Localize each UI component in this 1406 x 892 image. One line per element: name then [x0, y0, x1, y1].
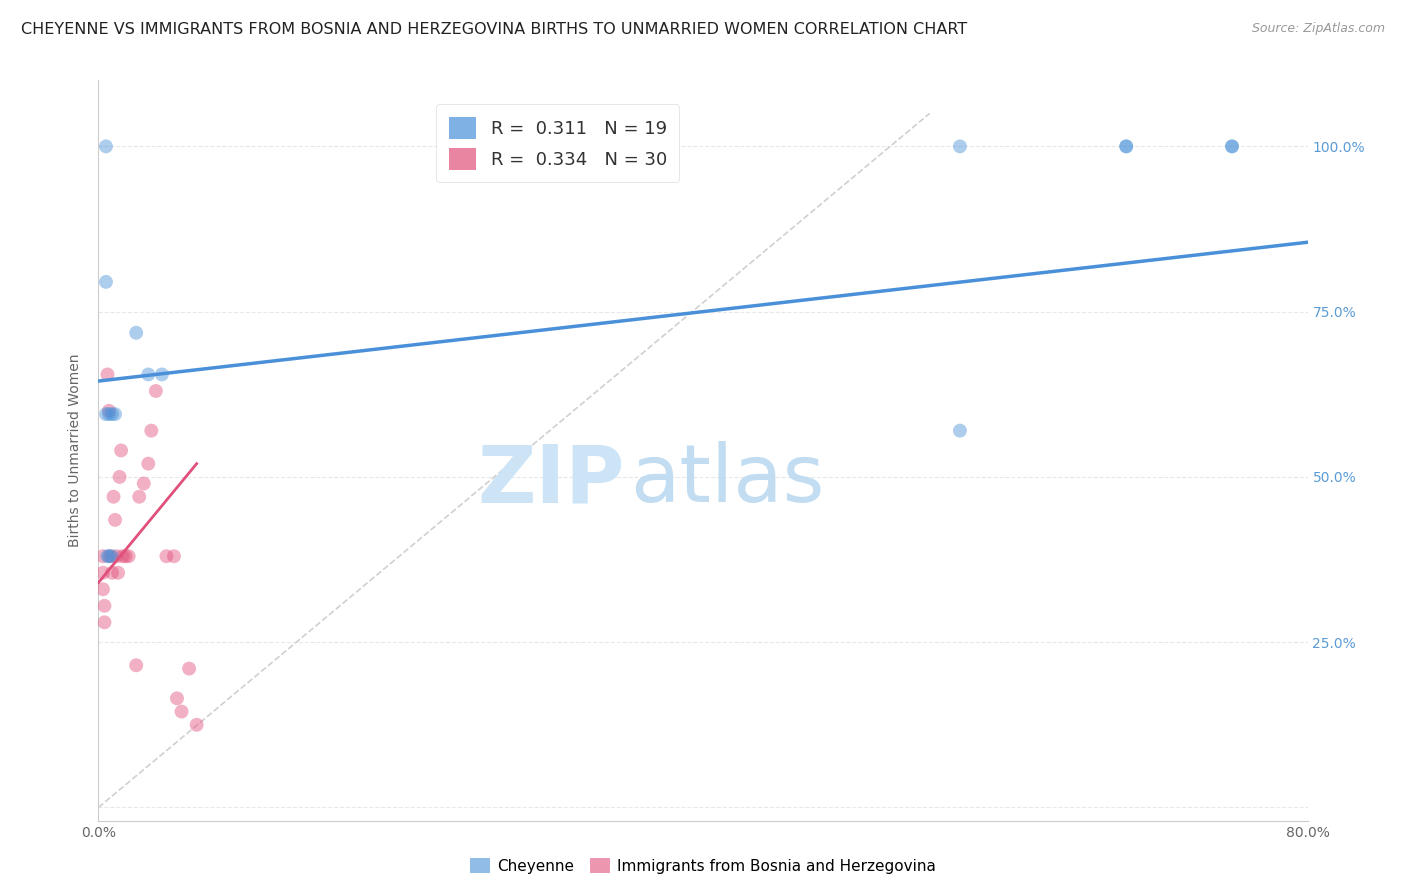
Point [145, 384, 167, 398]
Point [98, 407, 121, 421]
Point [114, 549, 136, 564]
Point [100, 549, 122, 564]
Point [96, 368, 118, 382]
Point [94, 139, 117, 153]
Point [136, 368, 159, 382]
Point [91, 582, 114, 597]
Point [150, 368, 173, 382]
Point [586, 139, 609, 153]
Point [186, 718, 208, 732]
Text: ZIP: ZIP [477, 441, 624, 519]
Point [94, 275, 117, 289]
Point [105, 549, 128, 564]
Point [101, 549, 124, 564]
Point [128, 490, 150, 504]
Point [98, 549, 121, 564]
Point [101, 407, 124, 421]
Point [141, 424, 163, 438]
Point [110, 443, 132, 458]
Point [98, 404, 121, 418]
Point [132, 476, 155, 491]
Point [125, 658, 148, 673]
Point [136, 457, 159, 471]
Legend: R =  0.311   N = 19, R =  0.334   N = 30: R = 0.311 N = 19, R = 0.334 N = 30 [436, 104, 679, 183]
Point [1115, 139, 1137, 153]
Point [170, 705, 193, 719]
Point [125, 326, 148, 340]
Text: Source: ZipAtlas.com: Source: ZipAtlas.com [1251, 22, 1385, 36]
Point [93, 615, 115, 630]
Text: atlas: atlas [630, 441, 825, 519]
Point [111, 549, 134, 564]
Point [107, 566, 129, 580]
Point [103, 490, 125, 504]
Point [1220, 139, 1243, 153]
Text: CHEYENNE VS IMMIGRANTS FROM BOSNIA AND HERZEGOVINA BIRTHS TO UNMARRIED WOMEN COR: CHEYENNE VS IMMIGRANTS FROM BOSNIA AND H… [21, 22, 967, 37]
Point [155, 549, 177, 564]
Point [101, 566, 124, 580]
Point [96, 549, 118, 564]
Y-axis label: Births to Unmarried Women: Births to Unmarried Women [69, 354, 83, 547]
Point [104, 407, 127, 421]
Point [1115, 139, 1137, 153]
Point [91, 549, 114, 564]
Point [179, 662, 201, 676]
Point [93, 599, 115, 613]
Point [163, 549, 186, 564]
Point [118, 549, 141, 564]
Point [949, 139, 972, 153]
Point [91, 566, 114, 580]
Point [108, 470, 131, 484]
Point [949, 424, 972, 438]
Point [94, 407, 117, 421]
Point [1220, 139, 1243, 153]
Point [104, 513, 127, 527]
Legend: Cheyenne, Immigrants from Bosnia and Herzegovina: Cheyenne, Immigrants from Bosnia and Her… [464, 852, 942, 880]
Point [166, 691, 188, 706]
